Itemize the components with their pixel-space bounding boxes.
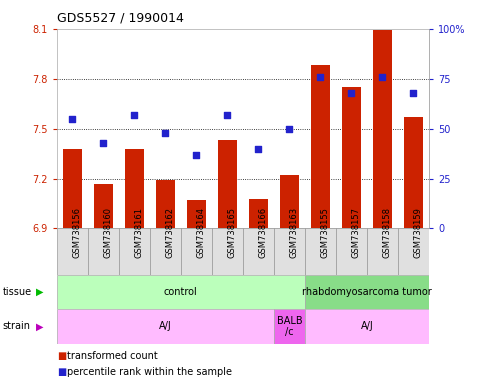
Text: GSM738157: GSM738157	[352, 207, 360, 258]
Bar	[88, 228, 119, 275]
Text: GSM738155: GSM738155	[320, 207, 329, 258]
Bar	[57, 228, 88, 275]
Text: control: control	[164, 287, 198, 297]
Text: GSM738159: GSM738159	[414, 207, 423, 258]
Point	[254, 146, 262, 152]
Bar	[311, 65, 330, 228]
Bar	[249, 199, 268, 228]
Point	[410, 89, 418, 96]
Text: ▶: ▶	[36, 321, 43, 331]
Text: ■: ■	[57, 351, 66, 361]
Bar	[57, 275, 305, 309]
Text: GDS5527 / 1990014: GDS5527 / 1990014	[57, 12, 183, 25]
Text: percentile rank within the sample: percentile rank within the sample	[67, 367, 232, 377]
Point	[223, 112, 231, 118]
Text: ▶: ▶	[36, 287, 43, 297]
Text: tissue: tissue	[2, 287, 32, 297]
Bar	[57, 309, 274, 344]
Point	[68, 116, 76, 122]
Text: ■: ■	[57, 367, 66, 377]
Text: GSM738163: GSM738163	[289, 207, 298, 258]
Bar	[125, 149, 143, 228]
Bar	[243, 228, 274, 275]
Bar	[305, 309, 429, 344]
Text: GSM738166: GSM738166	[258, 207, 267, 258]
Bar	[150, 228, 181, 275]
Bar	[367, 228, 398, 275]
Bar	[336, 228, 367, 275]
Point	[379, 74, 387, 80]
Text: A/J: A/J	[159, 321, 172, 331]
Text: BALB
/c: BALB /c	[277, 316, 302, 337]
Bar	[274, 309, 305, 344]
Point	[317, 74, 324, 80]
Bar	[305, 275, 429, 309]
Text: GSM738165: GSM738165	[227, 207, 236, 258]
Text: A/J: A/J	[360, 321, 373, 331]
Text: GSM738156: GSM738156	[72, 207, 81, 258]
Text: GSM738160: GSM738160	[103, 207, 112, 258]
Text: GSM738158: GSM738158	[383, 207, 391, 258]
Text: rhabdomyosarcoma tumor: rhabdomyosarcoma tumor	[302, 287, 432, 297]
Text: strain: strain	[2, 321, 31, 331]
Point	[99, 139, 107, 146]
Bar	[274, 228, 305, 275]
Bar	[305, 228, 336, 275]
Bar	[63, 149, 81, 228]
Point	[192, 152, 200, 158]
Bar	[181, 228, 212, 275]
Point	[130, 112, 138, 118]
Bar	[119, 228, 150, 275]
Text: GSM738164: GSM738164	[196, 207, 205, 258]
Bar	[187, 200, 206, 228]
Bar	[156, 180, 175, 228]
Text: GSM738162: GSM738162	[165, 207, 174, 258]
Text: GSM738161: GSM738161	[134, 207, 143, 258]
Bar	[212, 228, 243, 275]
Bar	[373, 30, 391, 228]
Bar	[398, 228, 429, 275]
Bar	[280, 175, 299, 228]
Bar	[218, 140, 237, 228]
Text: transformed count: transformed count	[67, 351, 157, 361]
Point	[348, 89, 355, 96]
Bar	[404, 117, 423, 228]
Point	[161, 129, 169, 136]
Bar	[94, 184, 112, 228]
Bar	[342, 87, 361, 228]
Point	[285, 126, 293, 132]
